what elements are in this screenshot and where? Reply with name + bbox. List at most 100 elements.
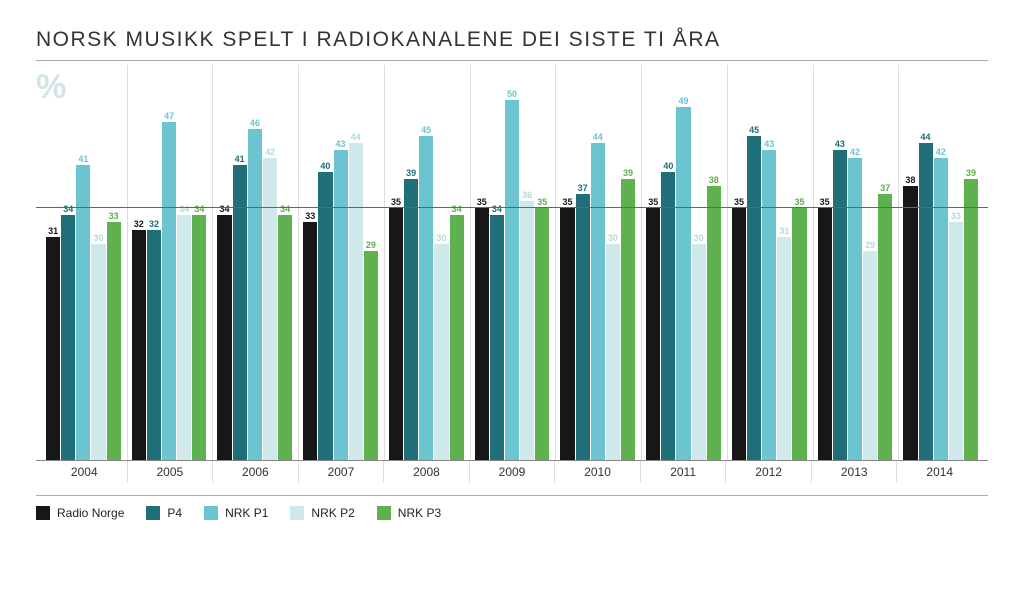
legend-swatch (290, 506, 304, 520)
bar-value-label: 34 (220, 204, 230, 215)
bar-value-label: 45 (421, 125, 431, 136)
bar: 30 (692, 244, 706, 460)
bar-value-label: 34 (179, 204, 189, 215)
bar: 44 (349, 143, 363, 460)
bar-value-label: 31 (779, 226, 789, 237)
bar: 35 (535, 208, 549, 460)
bar-value-label: 43 (336, 139, 346, 150)
bar-value-label: 33 (109, 211, 119, 222)
legend-label: NRK P3 (398, 506, 441, 520)
x-axis-label: 2011 (640, 461, 726, 483)
legend-swatch (146, 506, 160, 520)
bar: 34 (61, 215, 75, 460)
bar: 38 (707, 186, 721, 460)
bar-value-label: 33 (951, 211, 961, 222)
bar-value-label: 44 (593, 132, 603, 143)
bar-value-label: 33 (305, 211, 315, 222)
bar: 30 (91, 244, 105, 460)
bar-value-label: 43 (764, 139, 774, 150)
x-axis-label: 2013 (811, 461, 897, 483)
plot-area: 3134413033323247343434414642343340434429… (36, 65, 988, 461)
bar-value-label: 34 (492, 204, 502, 215)
bar-value-label: 42 (936, 147, 946, 158)
bar-group: 3543422937 (813, 65, 897, 460)
bar-value-label: 30 (608, 233, 618, 244)
bar-group: 3539453034 (384, 65, 468, 460)
bar-value-label: 30 (436, 233, 446, 244)
bar: 33 (303, 222, 317, 460)
legend: Radio Norge P4 NRK P1 NRK P2 NRK P3 (36, 506, 988, 520)
bar-value-label: 34 (63, 204, 73, 215)
x-axis-label: 2009 (469, 461, 555, 483)
legend-swatch (204, 506, 218, 520)
bar-value-label: 39 (406, 168, 416, 179)
divider-top (36, 60, 988, 61)
x-axis-label: 2004 (42, 461, 127, 483)
legend-label: NRK P2 (311, 506, 354, 520)
bar: 39 (404, 179, 418, 460)
bar: 44 (919, 143, 933, 460)
bar: 33 (107, 222, 121, 460)
bar-value-label: 29 (366, 240, 376, 251)
legend-label: NRK P1 (225, 506, 268, 520)
legend-item: NRK P1 (204, 506, 268, 520)
bar-value-label: 30 (694, 233, 704, 244)
bar: 49 (676, 107, 690, 460)
bar-value-label: 39 (966, 168, 976, 179)
bar: 40 (318, 172, 332, 460)
x-axis-label: 2012 (725, 461, 811, 483)
bar-value-label: 50 (507, 89, 517, 100)
bar-value-label: 39 (623, 168, 633, 179)
bar: 37 (878, 194, 892, 460)
legend-swatch (36, 506, 50, 520)
bar: 38 (903, 186, 917, 460)
bar: 43 (833, 150, 847, 460)
bar-value-label: 38 (905, 175, 915, 186)
bar: 40 (661, 172, 675, 460)
bar-group: 3545433135 (727, 65, 811, 460)
bar: 33 (949, 222, 963, 460)
bar: 32 (132, 230, 146, 460)
bar: 41 (233, 165, 247, 460)
bar: 41 (76, 165, 90, 460)
bar: 30 (606, 244, 620, 460)
x-axis-label: 2007 (298, 461, 384, 483)
bar-value-label: 31 (48, 226, 58, 237)
bar: 35 (646, 208, 660, 460)
legend-swatch (377, 506, 391, 520)
legend-item: P4 (146, 506, 182, 520)
bar: 42 (263, 158, 277, 460)
bar-value-label: 40 (663, 161, 673, 172)
bar: 29 (364, 251, 378, 460)
bar-group: 3232473434 (127, 65, 211, 460)
x-axis-label: 2008 (383, 461, 469, 483)
bar: 35 (818, 208, 832, 460)
bar-value-label: 37 (578, 183, 588, 194)
bar: 31 (46, 237, 60, 460)
bar: 32 (147, 230, 161, 460)
chart-title: NORSK MUSIKK SPELT I RADIOKANALENE DEI S… (36, 28, 988, 60)
bar: 31 (777, 237, 791, 460)
bar: 46 (248, 129, 262, 460)
bar: 39 (964, 179, 978, 460)
bar: 30 (434, 244, 448, 460)
legend-label: Radio Norge (57, 506, 124, 520)
bar-value-label: 37 (880, 183, 890, 194)
bar-value-label: 30 (93, 233, 103, 244)
legend-item: NRK P3 (377, 506, 441, 520)
bar-value-label: 45 (749, 125, 759, 136)
bar-value-label: 42 (850, 147, 860, 158)
bar-value-label: 36 (522, 190, 532, 201)
bar: 45 (747, 136, 761, 460)
bar: 34 (278, 215, 292, 460)
bar: 35 (475, 208, 489, 460)
bar-value-label: 49 (678, 96, 688, 107)
bar-value-label: 34 (194, 204, 204, 215)
bar-value-label: 41 (235, 154, 245, 165)
bar: 47 (162, 122, 176, 460)
bar: 44 (591, 143, 605, 460)
bar-value-label: 34 (280, 204, 290, 215)
bar-group: 3134413033 (42, 65, 125, 460)
bar-value-label: 47 (164, 111, 174, 122)
bar: 42 (934, 158, 948, 460)
